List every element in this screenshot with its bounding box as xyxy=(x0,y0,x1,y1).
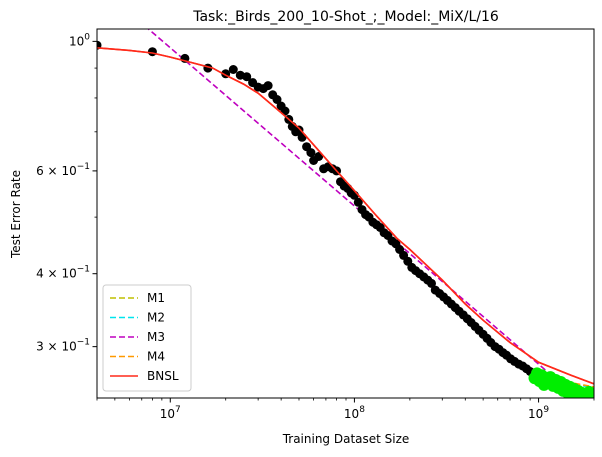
y-axis-label: Test Error Rate xyxy=(9,170,23,259)
train-point xyxy=(294,125,304,135)
test-point xyxy=(584,388,594,398)
train-point xyxy=(306,148,316,158)
train-point xyxy=(242,72,252,82)
train-point xyxy=(272,95,282,104)
train-point xyxy=(427,278,436,288)
x-axis-ticks: 107 108 109 xyxy=(96,398,595,421)
train-point xyxy=(147,47,157,57)
series-line-bnsl-overlay xyxy=(97,47,594,385)
legend-label-m1: M1 xyxy=(147,291,165,305)
train-point xyxy=(263,81,273,91)
legend-items: M1 M2 M3 M4 BNSL xyxy=(110,291,179,383)
y-axis-ticks: 100 6 × 10−1 4 × 10−1 3 × 10−1 xyxy=(36,32,97,354)
chart-title: Task:_Birds_200_10-Shot_;_Model:_MiX/L/1… xyxy=(192,9,499,25)
x-tick-label: 107 xyxy=(160,405,181,421)
y-tick-label: 100 xyxy=(69,32,90,48)
plot-frame xyxy=(96,28,595,399)
x-axis-label: Training Dataset Size xyxy=(282,432,410,446)
x-tick-label: 108 xyxy=(344,405,365,421)
legend-label-bnsl: BNSL xyxy=(147,369,179,383)
y-tick-label: 6 × 10−1 xyxy=(36,162,90,178)
legend-label-m4: M4 xyxy=(147,350,165,364)
train-point xyxy=(353,197,363,207)
series-line-m3 xyxy=(147,29,580,398)
y-tick-label: 4 × 10−1 xyxy=(36,265,90,281)
legend: M1 M2 M3 M4 BNSL xyxy=(102,284,192,392)
points-layer xyxy=(97,40,594,398)
legend-label-m3: M3 xyxy=(147,330,165,344)
x-tick-label: 109 xyxy=(528,405,549,421)
y-tick-label: 3 × 10−1 xyxy=(36,338,90,354)
legend-box xyxy=(102,284,192,392)
train-point xyxy=(228,65,238,74)
legend-label-m2: M2 xyxy=(147,311,165,325)
